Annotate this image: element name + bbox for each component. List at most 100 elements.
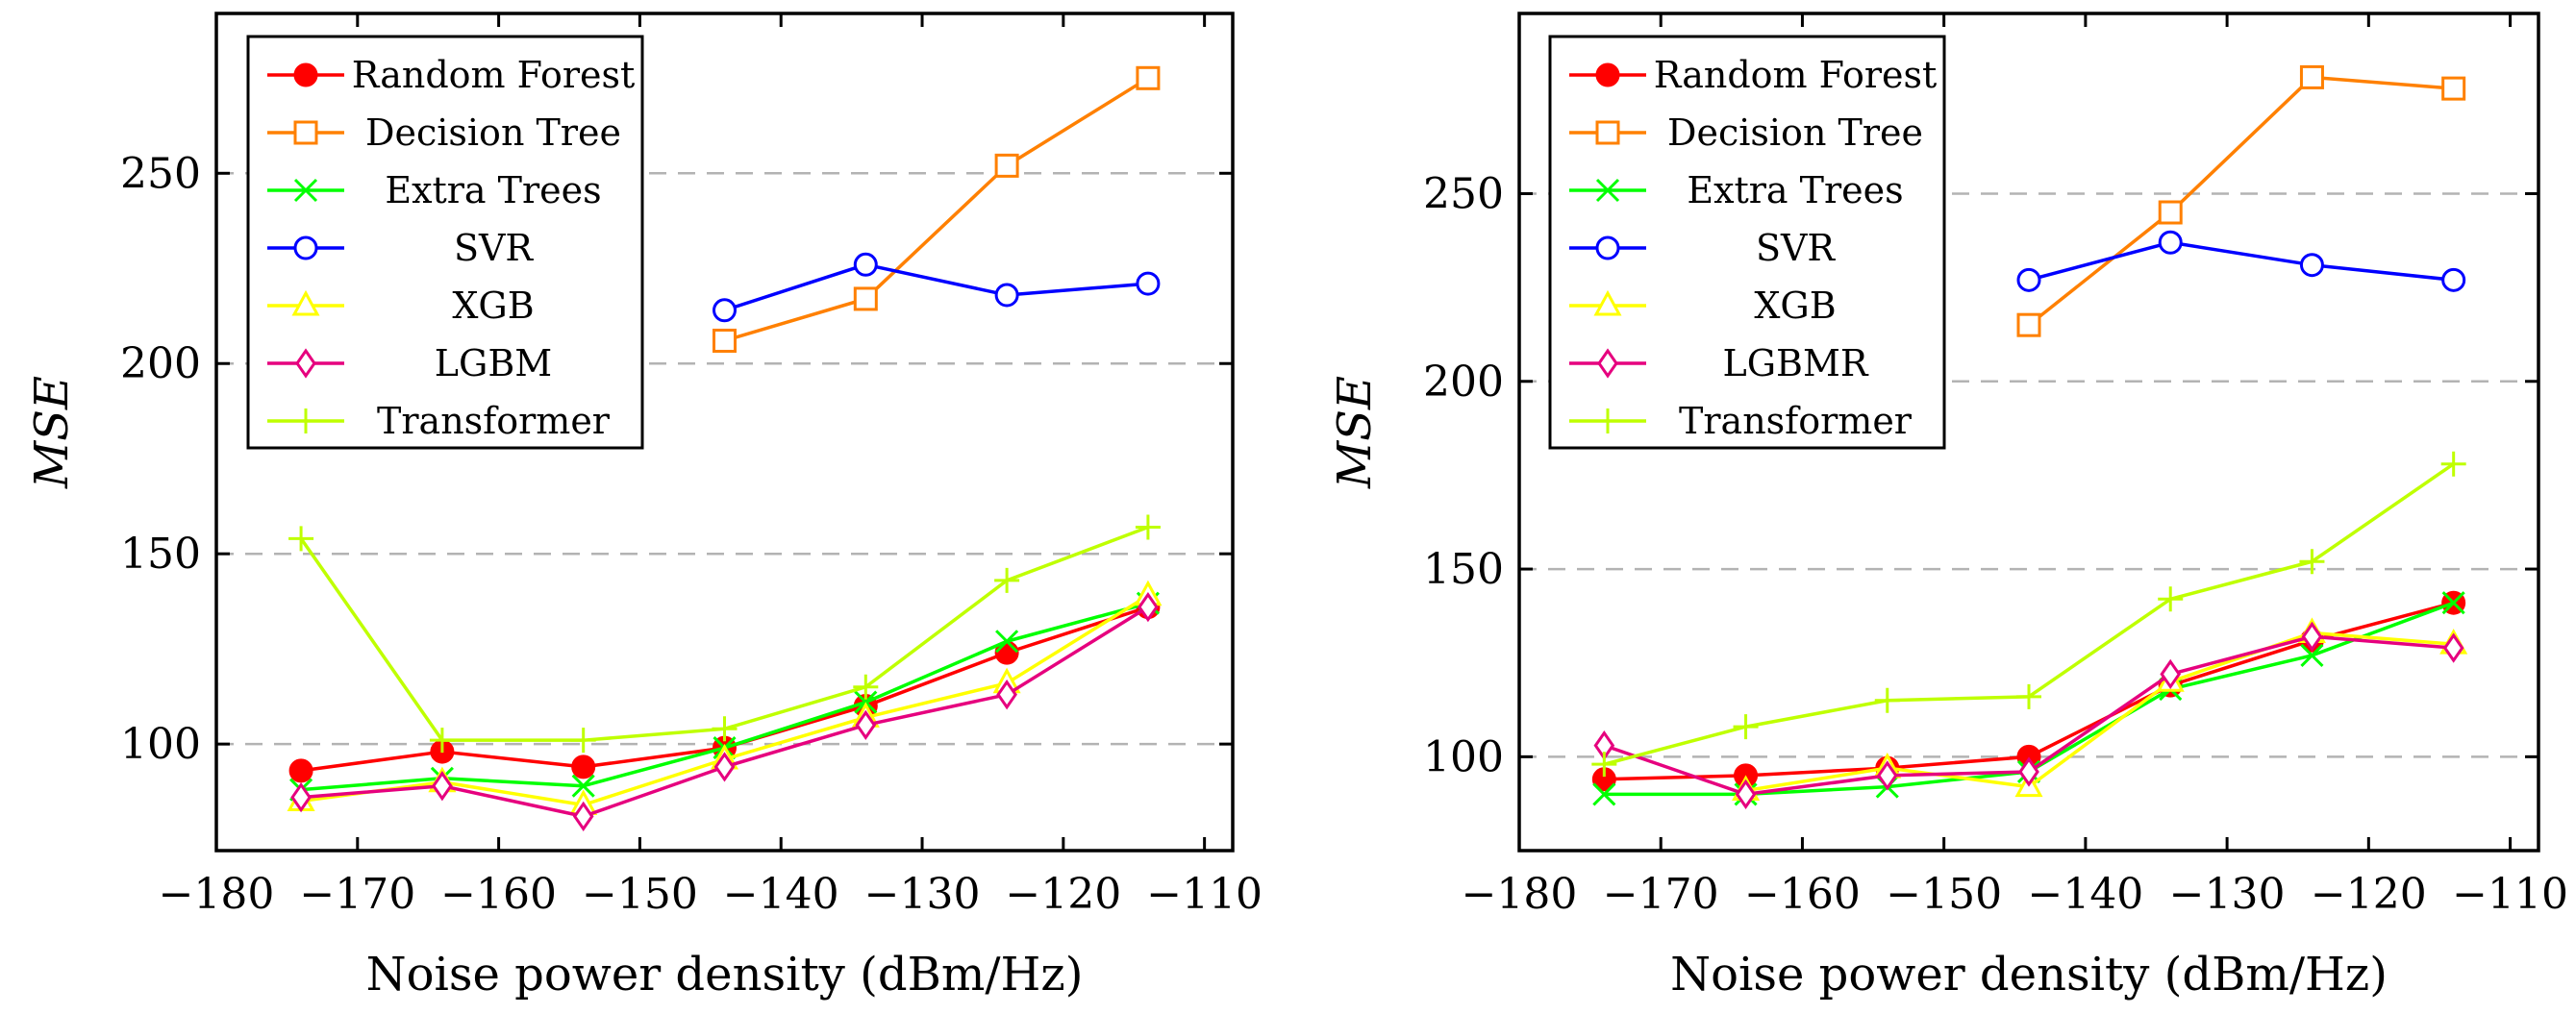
x-tick-label: −170 — [299, 870, 415, 919]
legend: Random Forest Decision Tree Extra Trees SVR… — [1548, 35, 1946, 450]
y-axis-label: MSE — [1328, 376, 1382, 489]
data-point-extra-trees — [1592, 782, 1616, 806]
x-tick-label: −180 — [159, 870, 275, 919]
x-tick-label: −160 — [440, 870, 557, 919]
y-tick-label: 100 — [120, 720, 201, 769]
data-point-transformer — [288, 526, 314, 552]
series-line-svr — [723, 262, 1149, 312]
data-point-random-forest — [288, 758, 313, 783]
legend-marker — [291, 289, 320, 316]
data-point-lgbmr — [1876, 760, 1898, 791]
legend-marker — [1597, 348, 1618, 379]
legend-marker — [1595, 408, 1620, 433]
data-point-svr — [2158, 230, 2183, 255]
data-point-extra-trees — [2441, 591, 2465, 615]
legend-label: Random Forest — [1654, 54, 1938, 96]
data-point-lgbm — [996, 680, 1017, 710]
data-point-svr — [2441, 267, 2466, 292]
x-tick-label: −130 — [2169, 870, 2286, 919]
data-point-decision-tree — [1136, 65, 1161, 90]
legend-box — [246, 35, 644, 450]
data-point-svr — [1136, 271, 1161, 296]
data-point-lgbmr — [1735, 779, 1757, 810]
legend-marker — [1595, 120, 1620, 145]
y-tick-label: 150 — [120, 530, 201, 579]
data-point-transformer — [712, 716, 738, 742]
x-tick-label: −110 — [1146, 870, 1263, 919]
legend-marker — [1595, 62, 1620, 87]
data-point-svr — [994, 283, 1019, 308]
series-line-xgb — [1745, 631, 2454, 793]
data-point-transformer — [1591, 752, 1617, 778]
series-line-transformer — [299, 525, 1149, 742]
legend-marker — [293, 408, 318, 433]
data-point-lgbmr — [2160, 658, 2182, 690]
x-tick-label: −150 — [582, 870, 698, 919]
legend-label: XGB — [1754, 284, 1836, 327]
data-point-lgbm — [1138, 591, 1159, 623]
data-point-decision-tree — [2299, 64, 2324, 89]
data-point-decision-tree — [2441, 76, 2466, 101]
data-point-random-forest — [571, 754, 596, 779]
series-line-svr — [2028, 240, 2454, 283]
chart-panel-1: Random Forest Decision Tree Extra Trees SVR… — [25, 12, 1263, 1002]
x-tick-label: −150 — [1886, 870, 2002, 919]
data-point-extra-trees — [2300, 643, 2324, 667]
legend-label: Decision Tree — [365, 111, 621, 154]
data-point-decision-tree — [2016, 312, 2041, 337]
y-tick-label: 250 — [120, 149, 201, 198]
data-point-svr — [713, 298, 737, 323]
y-tick-label: 200 — [1423, 358, 1504, 407]
y-tick-label: 150 — [1423, 545, 1504, 594]
legend-label: Random Forest — [352, 54, 636, 96]
x-tick-label: −120 — [1005, 870, 1121, 919]
legend-label: XGB — [452, 284, 534, 327]
data-point-extra-trees — [571, 774, 595, 798]
data-point-transformer — [2440, 451, 2466, 477]
data-point-transformer — [853, 674, 879, 700]
legend-label: Transformer — [1679, 400, 1913, 442]
x-axis-label: Noise power density (dBm/Hz) — [366, 948, 1084, 1002]
x-tick-label: −160 — [1744, 870, 1861, 919]
x-tick-label: −180 — [1462, 870, 1578, 919]
legend-label: Decision Tree — [1667, 111, 1923, 154]
data-point-lgbmr — [2018, 756, 2039, 787]
data-point-lgbm — [572, 801, 594, 832]
data-point-decision-tree — [713, 328, 737, 353]
legend-label: Extra Trees — [385, 169, 601, 211]
data-point-transformer — [1733, 714, 1759, 740]
data-point-transformer — [994, 567, 1020, 593]
x-axis-label: Noise power density (dBm/Hz) — [1670, 948, 2388, 1002]
data-point-transformer — [2158, 586, 2184, 612]
data-point-transformer — [570, 728, 596, 754]
data-point-lgbm — [432, 771, 453, 802]
legend-label: LGBM — [435, 342, 552, 384]
data-point-lgbm — [855, 709, 877, 740]
legend-label: SVR — [454, 227, 534, 269]
legend-marker — [1595, 235, 1620, 260]
data-point-transformer — [2299, 549, 2325, 575]
x-tick-label: −140 — [2027, 870, 2143, 919]
legend: Random Forest Decision Tree Extra Trees SVR… — [246, 35, 644, 450]
legend-label: SVR — [1756, 227, 1836, 269]
y-tick-label: 200 — [120, 339, 201, 388]
data-point-svr — [853, 252, 878, 277]
data-point-decision-tree — [994, 153, 1019, 178]
y-axis-label: MSE — [25, 376, 79, 489]
data-point-transformer — [1135, 514, 1161, 540]
y-tick-label: 250 — [1423, 169, 1504, 218]
legend-marker — [1595, 178, 1620, 203]
legend-label: Transformer — [377, 400, 611, 442]
data-point-svr — [2299, 253, 2324, 278]
data-point-transformer — [1874, 687, 1900, 713]
chart-panel-2: Random Forest Decision Tree Extra Trees SVR… — [1328, 12, 2568, 1002]
data-point-lgbm — [290, 781, 312, 813]
legend-marker — [295, 348, 316, 379]
legend-marker — [293, 178, 318, 203]
x-tick-label: −120 — [2311, 870, 2427, 919]
x-tick-label: −110 — [2452, 870, 2568, 919]
data-point-decision-tree — [2158, 200, 2183, 225]
axes-frame — [214, 12, 1235, 853]
legend-label: Extra Trees — [1687, 169, 1903, 211]
